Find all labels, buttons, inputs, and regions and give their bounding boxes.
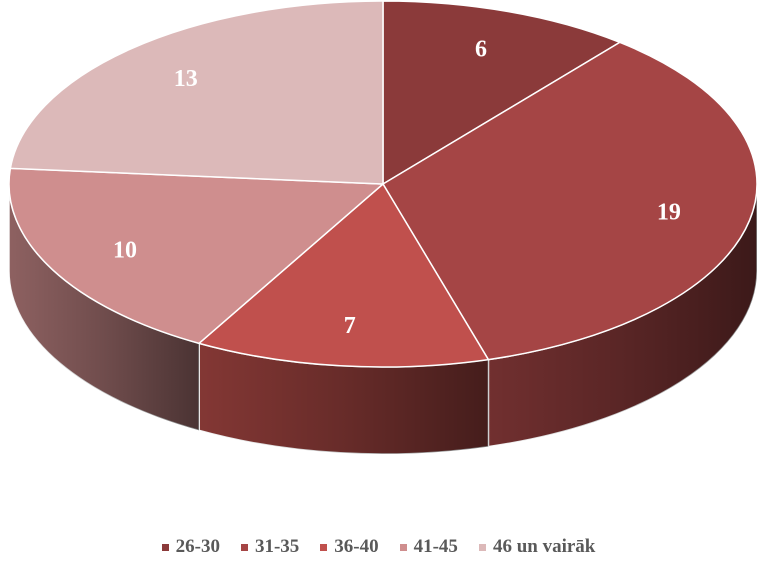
legend-swatch: [320, 543, 328, 551]
legend-swatch: [399, 543, 407, 551]
legend-item: 26-30: [161, 536, 220, 558]
data-label: 19: [657, 199, 681, 225]
pie-slice-46-un-vairāk: [9, 0, 384, 185]
pie-slice-side-shade: [488, 184, 757, 447]
pie-chart: 6 19 7 10 13: [8, 0, 757, 455]
legend-swatch: [161, 543, 169, 551]
legend-label: 41-45: [413, 536, 458, 557]
legend-label: 31-35: [254, 536, 300, 557]
pie-slices: [8, 0, 757, 368]
legend-item: 41-45: [399, 536, 458, 558]
pie-slice-26-30: [382, 0, 622, 186]
legend-item: 31-35: [240, 536, 300, 558]
legend-swatch: [478, 543, 486, 551]
pie-slice-31-35: [381, 41, 757, 361]
pie-slice-36-40: [197, 182, 490, 368]
data-label: 13: [174, 66, 198, 92]
data-label: 7: [344, 313, 356, 339]
legend-item: 36-40: [320, 536, 379, 558]
pie-slice-side-shade: [9, 184, 200, 431]
legend-label: 26-30: [175, 536, 220, 557]
data-label: 6: [475, 37, 487, 63]
legend-label: 46 un vairāk: [492, 536, 596, 557]
pie-slice-side-shade: [199, 343, 489, 454]
pie-slice-41-45: [8, 167, 385, 345]
legend-item: 46 un vairāk: [478, 536, 596, 558]
legend: 26-30 31-35 36-40 41-45 46 un vairāk: [0, 533, 757, 561]
pie-data-labels: 6 19 7 10 13: [113, 37, 681, 339]
pie-sides: [8, 183, 757, 455]
legend-swatch: [240, 543, 248, 551]
legend-label: 36-40: [334, 536, 379, 557]
data-label: 10: [113, 238, 137, 264]
